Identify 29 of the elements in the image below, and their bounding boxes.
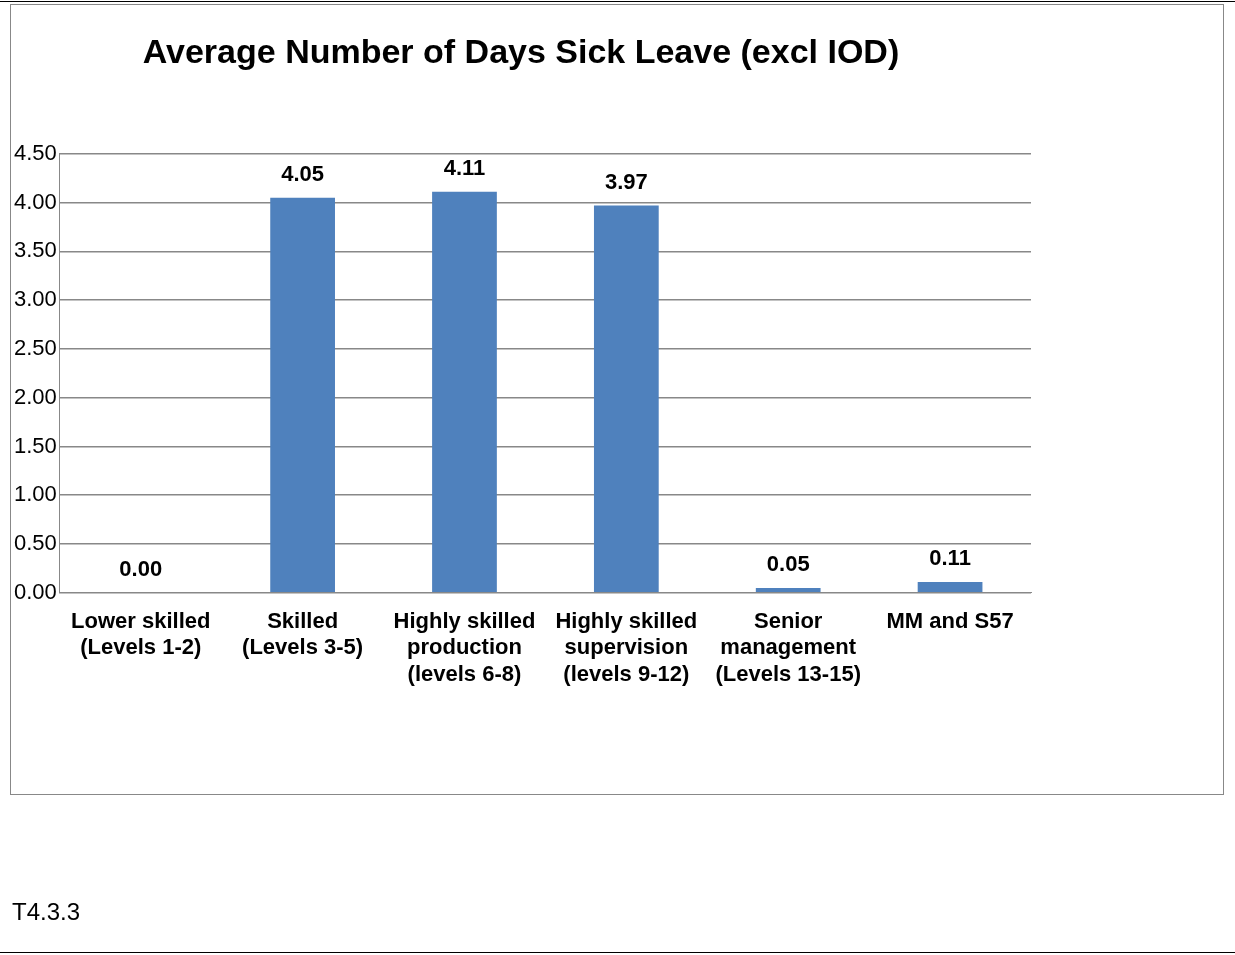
x-tick-label: Lower skilled (Levels 1-2): [71, 608, 211, 660]
data-label: 4.05: [281, 160, 325, 186]
x-tick-label: MM and S57: [886, 608, 1014, 634]
data-label: 0.11: [929, 545, 971, 571]
data-label: 4.11: [443, 154, 486, 180]
y-tick-label: 1.50: [13, 432, 57, 458]
text: T4.3.3: [12, 898, 81, 926]
data-label: 0.05: [766, 550, 810, 576]
data-label: 3.97: [604, 168, 648, 194]
x-tick-label: Highly skilled production (levels 6-8): [393, 608, 536, 686]
chart-title: Average Number of Days Sick Leave (excl IOD): [142, 31, 900, 70]
bar: [593, 205, 659, 593]
y-tick-label: 2.00: [13, 383, 57, 409]
x-tick-label: Highly skilled supervision (levels 9-12): [555, 608, 698, 686]
bar: [755, 587, 821, 593]
bar: [270, 197, 335, 593]
y-tick-label: 4.00: [13, 188, 57, 214]
y-tick-label: 0.00: [13, 578, 57, 604]
data-label: 0.00: [119, 555, 163, 581]
y-tick-label: 2.50: [13, 334, 57, 360]
bar: [917, 582, 983, 593]
y-tick-label: 4.50: [13, 139, 57, 165]
bar: [432, 191, 497, 593]
y-tick-label: 3.00: [13, 286, 57, 312]
y-tick-label: 0.50: [13, 530, 57, 556]
y-tick-label: 1.00: [13, 481, 57, 507]
x-tick-label: Skilled (Levels 3-5): [242, 608, 364, 660]
x-tick-label: Senior management (Levels 13-15): [715, 608, 861, 686]
y-tick-label: 3.50: [13, 237, 57, 263]
